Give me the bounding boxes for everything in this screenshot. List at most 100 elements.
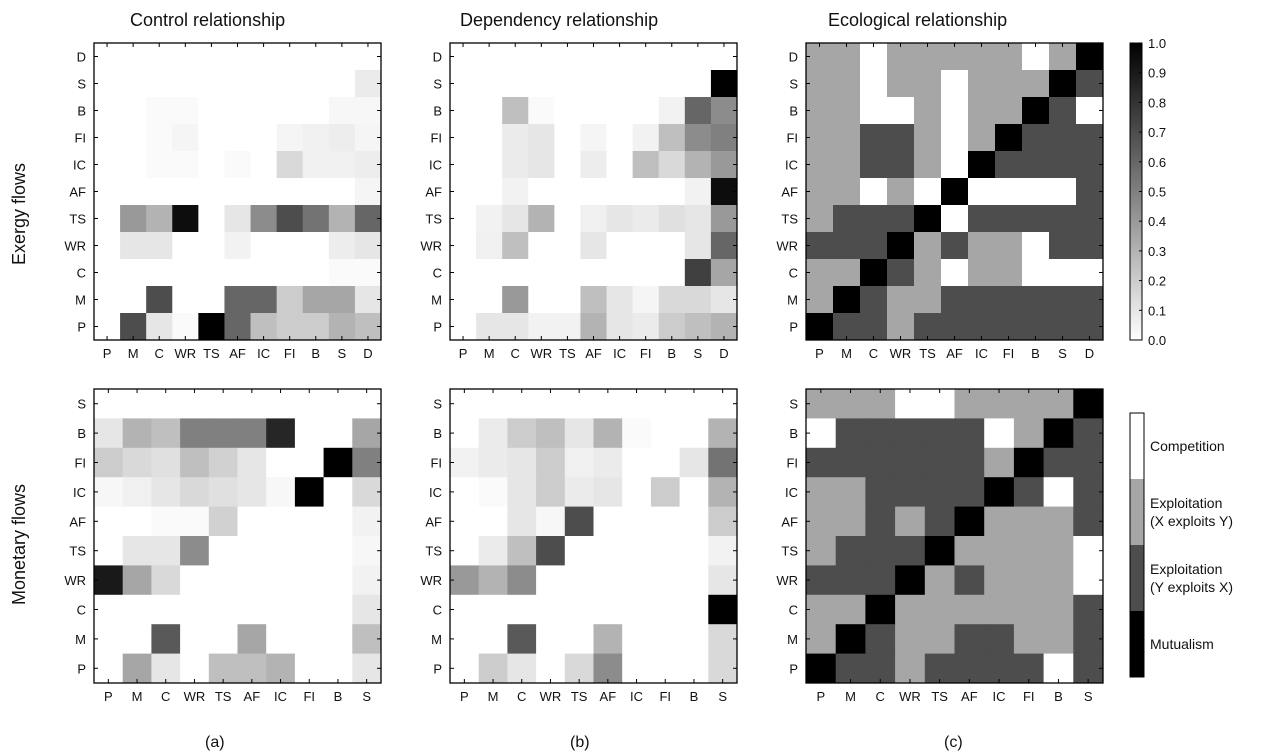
heatmap-cell xyxy=(354,313,382,341)
heatmap-cell xyxy=(250,97,278,125)
heatmap-cell xyxy=(606,178,634,206)
heatmap-cell xyxy=(450,447,480,478)
heatmap-cell xyxy=(1076,313,1104,341)
heatmap-cell xyxy=(266,477,296,507)
x-tick-label: B xyxy=(667,346,676,361)
category-legend: Competition Exploitation (X exploits Y) Exp… xyxy=(1129,412,1233,678)
heatmap-cell xyxy=(94,97,121,125)
heatmap-cell xyxy=(887,97,915,125)
heatmap-cell xyxy=(564,418,594,449)
heatmap-cell xyxy=(328,70,356,98)
heatmap-cell xyxy=(835,653,866,684)
heatmap-cell xyxy=(954,536,985,566)
heatmap-cell xyxy=(237,536,267,566)
x-tick-label: M xyxy=(841,346,852,361)
heatmap-cell xyxy=(198,232,225,260)
heatmap-cell xyxy=(536,506,566,537)
heatmap-cell xyxy=(580,124,607,152)
heatmap-cell xyxy=(865,594,896,625)
heatmap-cell xyxy=(237,506,267,537)
heatmap-cell xyxy=(151,477,181,507)
x-tick-label: M xyxy=(484,346,495,361)
y-tick-label: FI xyxy=(430,456,442,471)
heatmap-cell xyxy=(606,151,634,179)
y-tick-label: S xyxy=(433,77,442,92)
y-tick-label: C xyxy=(433,266,442,281)
heatmap-cell xyxy=(658,43,686,71)
y-tick-label: C xyxy=(77,603,86,618)
heatmap-cell xyxy=(658,178,686,206)
heatmap-cell xyxy=(895,594,926,625)
heatmap-cell xyxy=(1073,536,1104,566)
heatmap-cell xyxy=(276,259,304,287)
x-tick-label: FI xyxy=(659,689,671,704)
heatmap-cell xyxy=(941,97,969,125)
x-tick-label: IC xyxy=(613,346,626,361)
heatmap-cell xyxy=(650,594,680,625)
col-title-control: Control relationship xyxy=(130,10,286,30)
heatmap-cell xyxy=(208,418,238,449)
x-tick-label: FI xyxy=(1023,689,1035,704)
x-tick-label: S xyxy=(718,689,727,704)
heatmap-cell xyxy=(554,97,581,125)
heatmap-cell xyxy=(146,259,173,287)
y-tick-label: WR xyxy=(420,239,442,254)
heatmap-cell xyxy=(632,151,660,179)
heatmap-cell xyxy=(710,70,738,98)
heatmap-cell xyxy=(450,594,480,625)
heatmap-cell xyxy=(710,232,738,260)
heatmap-cell xyxy=(1073,418,1104,449)
colorbar-tick-label: 0.1 xyxy=(1148,303,1166,318)
heatmap-cell xyxy=(354,151,382,179)
x-tick-label: D xyxy=(719,346,728,361)
heatmap-cell xyxy=(476,205,503,233)
heatmap-cell xyxy=(650,624,680,654)
heatmap-cell xyxy=(528,205,555,233)
heatmap-cell xyxy=(580,259,607,287)
heatmap-cell xyxy=(806,389,837,419)
x-tick-label: WR xyxy=(890,346,912,361)
heatmap-cell xyxy=(328,97,356,125)
heatmap-cell xyxy=(887,286,915,314)
heatmap-cell xyxy=(302,205,330,233)
heatmap-cell xyxy=(632,43,660,71)
heatmap-cell xyxy=(887,259,915,287)
heatmap-cell xyxy=(528,97,555,125)
heatmap-cell xyxy=(172,286,199,314)
y-tick-label: S xyxy=(789,397,798,412)
heatmap-cell xyxy=(1022,43,1050,71)
x-tick-label: M xyxy=(845,689,856,704)
heatmap-cell xyxy=(146,43,173,71)
heatmap-cell xyxy=(895,389,926,419)
heatmap-cell xyxy=(914,178,942,206)
heatmap-cell xyxy=(294,565,324,596)
heatmap-cell xyxy=(684,313,712,341)
heatmap-cell xyxy=(622,536,652,566)
heatmap-cell xyxy=(632,286,660,314)
heatmap-cell xyxy=(294,506,324,537)
heatmap-cell xyxy=(302,70,330,98)
heatmap-cell xyxy=(528,232,555,260)
legend-label: Competition xyxy=(1150,438,1225,454)
heatmap-cell xyxy=(502,286,529,314)
y-tick-label: P xyxy=(77,661,86,676)
heatmap-cell xyxy=(237,418,267,449)
heatmap-cell xyxy=(924,565,955,596)
x-tick-label: WR xyxy=(899,689,921,704)
heatmap-cell xyxy=(984,565,1015,596)
x-tick-label: AF xyxy=(946,346,963,361)
x-tick-label: IC xyxy=(257,346,270,361)
heatmap-cell xyxy=(294,624,324,654)
heatmap-cell xyxy=(151,536,181,566)
heatmap-cell xyxy=(266,418,296,449)
heatmap-cell xyxy=(1076,232,1104,260)
heatmap-cell xyxy=(478,477,508,507)
heatmap-cell xyxy=(941,286,969,314)
heatmap-cell xyxy=(198,124,225,152)
heatmap-cell xyxy=(708,506,738,537)
heatmap-cell xyxy=(450,313,477,341)
heatmap-cell xyxy=(968,205,996,233)
heatmap-cell xyxy=(914,70,942,98)
